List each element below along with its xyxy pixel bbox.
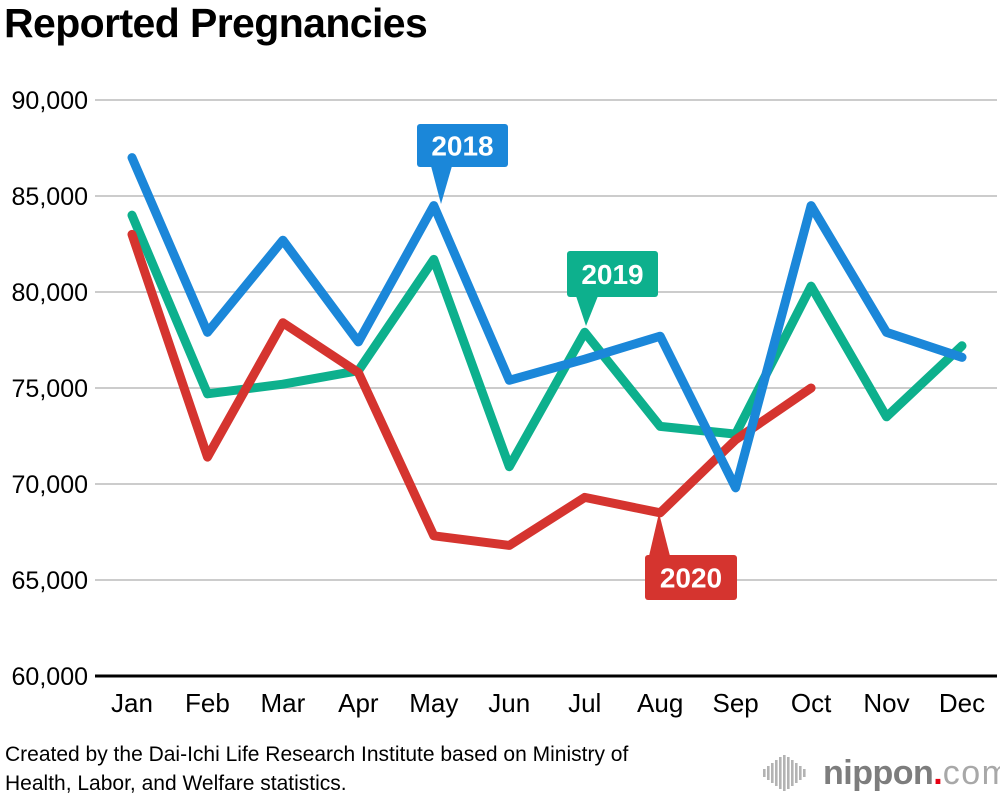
line-2018 <box>127 153 967 493</box>
y-tick-label-90,000: 90,000 <box>12 87 88 115</box>
x-tick-label-Jan: Jan <box>111 688 153 718</box>
callout-tail-2018 <box>431 166 452 204</box>
y-tick-label-80,000: 80,000 <box>12 279 88 307</box>
callout-tail-2020 <box>649 513 670 556</box>
x-tick-label-Feb: Feb <box>185 688 230 718</box>
chart-title: Reported Pregnancies <box>4 0 428 46</box>
soundwave-icon <box>763 755 806 791</box>
x-tick-label-Sep: Sep <box>713 688 759 718</box>
nippon-logo: nippon. com <box>763 750 1000 796</box>
y-tick-label-75,000: 75,000 <box>12 375 88 403</box>
callout-label-2018: 2018 <box>431 131 493 162</box>
attribution-line1: Created by the Dai-Ichi Life Research In… <box>5 743 629 766</box>
x-tick-label-Oct: Oct <box>791 688 832 718</box>
x-tick-label-Apr: Apr <box>338 688 379 718</box>
line-2020 <box>127 229 816 550</box>
attribution-line2: Health, Labor, and Welfare statistics. <box>5 772 347 795</box>
logo-text-nippon: nippon <box>823 753 934 792</box>
callout-label-2019: 2019 <box>581 259 643 290</box>
y-tick-label-70,000: 70,000 <box>12 471 88 499</box>
y-tick-label-60,000: 60,000 <box>12 663 88 691</box>
x-tick-label-Jun: Jun <box>488 688 530 718</box>
x-tick-label-Mar: Mar <box>261 688 306 718</box>
x-tick-label-Aug: Aug <box>637 688 683 718</box>
callout-box-2019 <box>567 251 658 297</box>
y-tick-label-65,000: 65,000 <box>12 567 88 595</box>
y-tick-label-85,000: 85,000 <box>12 183 88 211</box>
logo-dot: . <box>933 753 943 792</box>
callout-box-2020 <box>645 555 737 600</box>
x-tick-label-Nov: Nov <box>863 688 909 718</box>
attribution: Created by the Dai-Ichi Life Research In… <box>5 740 628 798</box>
line-2019 <box>127 210 967 472</box>
callout-label-2020: 2020 <box>660 563 722 594</box>
x-tick-label-May: May <box>409 688 458 718</box>
logo-text-com: com <box>942 753 1000 792</box>
callout-tail-2019 <box>576 296 598 326</box>
x-tick-label-Jul: Jul <box>568 688 601 718</box>
callout-box-2018 <box>417 124 508 167</box>
x-tick-label-Dec: Dec <box>939 688 985 718</box>
